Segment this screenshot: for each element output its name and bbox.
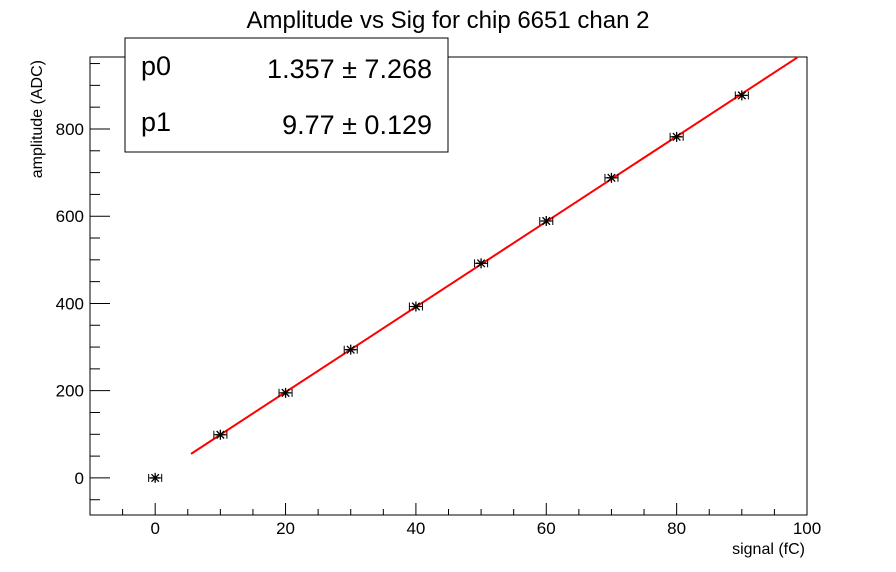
fit-stats-box: p0 1.357 ± 7.268 p1 9.77 ± 0.129 <box>124 37 449 153</box>
y-tick-label: 600 <box>56 207 84 226</box>
x-tick-label: 60 <box>537 519 556 538</box>
star-marker <box>280 387 291 398</box>
fit-layer <box>190 56 798 455</box>
star-marker <box>345 344 356 355</box>
stat-p0-name: p0 <box>141 51 171 81</box>
data-point <box>474 258 489 269</box>
star-marker <box>215 429 226 440</box>
star-marker <box>476 258 487 269</box>
star-marker <box>671 131 682 142</box>
stat-p1-value: 9.77 ± 0.129 <box>282 110 432 140</box>
axes-layer: 0 20 40 60 80 100 0 200 400 600 800 <box>56 63 821 538</box>
stat-p1-name: p1 <box>141 107 171 137</box>
fit-stats-frame <box>124 37 449 153</box>
y-tick-label: 800 <box>56 120 84 139</box>
star-marker <box>410 301 421 312</box>
x-tick-label: 100 <box>793 519 821 538</box>
data-point <box>669 131 684 142</box>
y-tick-label: 200 <box>56 382 84 401</box>
data-point <box>148 472 163 483</box>
fit-line <box>190 56 798 455</box>
y-tick-label: 400 <box>56 294 84 313</box>
x-axis-title: signal (fC) <box>732 541 805 558</box>
star-marker <box>606 172 617 183</box>
x-tick-label: 40 <box>406 519 425 538</box>
y-axis-title: amplitude (ADC) <box>29 60 46 178</box>
chart-title: Amplitude vs Sig for chip 6651 chan 2 <box>247 7 650 34</box>
data-point <box>213 429 228 440</box>
data-point <box>343 344 358 355</box>
data-point <box>408 301 423 312</box>
points-layer <box>148 90 749 483</box>
data-point <box>278 387 293 398</box>
data-point <box>734 90 749 101</box>
x-tick-label: 80 <box>667 519 686 538</box>
y-tick-label: 0 <box>75 469 84 488</box>
star-marker <box>150 472 161 483</box>
star-marker <box>541 216 552 227</box>
stat-p0-value: 1.357 ± 7.268 <box>267 54 432 84</box>
data-point <box>539 216 554 227</box>
star-marker <box>736 90 747 101</box>
x-tick-label: 0 <box>150 519 159 538</box>
data-point <box>604 172 619 183</box>
x-tick-label: 20 <box>276 519 295 538</box>
